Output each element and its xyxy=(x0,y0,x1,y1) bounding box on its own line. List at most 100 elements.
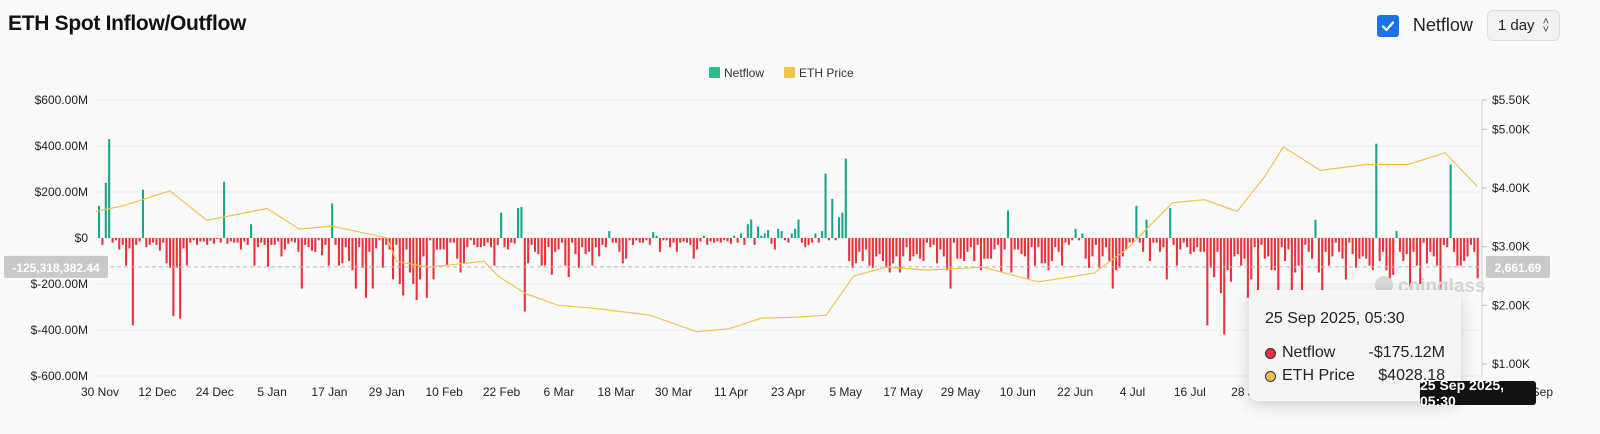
x-tick-label: 5 Jan xyxy=(257,385,286,399)
netflow-bar xyxy=(1294,238,1297,273)
netflow-bar xyxy=(1284,238,1287,261)
x-tick-label: 10 Feb xyxy=(425,385,463,399)
netflow-bar xyxy=(1047,238,1050,271)
netflow-bar xyxy=(604,238,607,248)
netflow-bar xyxy=(1091,238,1094,257)
netflow-bar xyxy=(1321,238,1324,303)
netflow-bar xyxy=(1152,238,1155,243)
netflow-bar xyxy=(1226,238,1229,271)
netflow-bar xyxy=(1368,238,1371,266)
netflow-bar xyxy=(1392,238,1395,275)
netflow-bar xyxy=(1473,238,1476,252)
netflow-bar xyxy=(1135,205,1138,238)
netflow-bar xyxy=(1148,238,1151,261)
netflow-bar xyxy=(361,238,364,268)
netflow-bar xyxy=(598,238,601,257)
netflow-bar xyxy=(986,238,989,259)
netflow-bar xyxy=(283,238,286,250)
netflow-bar xyxy=(919,238,922,259)
netflow-bar xyxy=(716,238,719,242)
netflow-bar xyxy=(1159,238,1162,252)
netflow-bar xyxy=(685,238,689,243)
netflow-bar xyxy=(435,238,438,250)
netflow-bar xyxy=(1385,238,1388,271)
netflow-bar xyxy=(800,238,803,243)
netflow-bar xyxy=(125,238,128,266)
netflow-bar xyxy=(1033,238,1037,266)
netflow-bar xyxy=(533,238,536,252)
netflow-bar xyxy=(655,235,658,238)
netflow-bar xyxy=(821,231,824,238)
netflow-bar xyxy=(662,238,665,241)
netflow-bar xyxy=(439,238,442,250)
netflow-bar xyxy=(979,238,982,271)
netflow-bar xyxy=(98,205,101,238)
netflow-bar xyxy=(587,238,591,252)
netflow-bar xyxy=(135,238,138,245)
netflow-bar xyxy=(364,238,368,298)
netflow-bar xyxy=(118,238,121,250)
x-tick-label: 16 Jul xyxy=(1174,385,1206,399)
netflow-bar xyxy=(1000,238,1003,273)
netflow-bar xyxy=(327,238,330,266)
netflow-bar xyxy=(550,238,553,275)
netflow-bar xyxy=(1020,238,1023,255)
netflow-bar xyxy=(1243,238,1246,259)
netflow-bar xyxy=(341,238,344,264)
x-tick-label: 23 Apr xyxy=(771,385,806,399)
netflow-bar xyxy=(1409,238,1412,287)
netflow-bar xyxy=(554,238,557,252)
netflow-bar xyxy=(1044,238,1047,264)
netflow-bar xyxy=(1466,238,1469,257)
netflow-bar xyxy=(1452,238,1456,252)
netflow-bar xyxy=(1388,238,1391,284)
netflow-bar xyxy=(1104,238,1108,248)
netflow-bar xyxy=(1219,238,1222,294)
netflow-bar xyxy=(1398,238,1401,252)
netflow-bar xyxy=(192,238,195,241)
netflow-toggle-label[interactable]: Netflow xyxy=(1412,15,1473,35)
netflow-bar xyxy=(1300,238,1303,298)
netflow-bar xyxy=(442,238,445,250)
netflow-bar xyxy=(1267,238,1270,257)
netflow-bar xyxy=(851,238,854,268)
netflow-bar xyxy=(594,238,597,248)
netflow-bar xyxy=(1006,210,1010,238)
netflow-bar xyxy=(878,238,881,255)
netflow-bar xyxy=(1017,238,1020,250)
netflow-bar xyxy=(1250,238,1253,280)
netflow-bar xyxy=(790,233,793,238)
netflow-bar xyxy=(1013,238,1016,250)
netflow-bar xyxy=(712,238,716,243)
netflow-bar xyxy=(827,238,830,241)
netflow-bar xyxy=(395,238,398,245)
interval-select[interactable]: 1 day ˄ ˅ xyxy=(1486,10,1560,41)
netflow-bar xyxy=(449,238,452,243)
netflow-bar xyxy=(459,238,462,273)
netflow-bar xyxy=(706,238,709,245)
netflow-bar xyxy=(101,238,104,245)
netflow-checkbox[interactable] xyxy=(1376,14,1399,37)
eth-price-line xyxy=(95,146,1478,333)
netflow-bar xyxy=(925,238,928,243)
netflow-bar xyxy=(1263,238,1266,259)
netflow-bar xyxy=(902,238,905,257)
netflow-bar xyxy=(1371,238,1374,271)
x-tick-label: 4 Jul xyxy=(1120,385,1145,399)
netflow-bar xyxy=(408,238,411,273)
netflow-bar xyxy=(537,238,540,255)
netflow-bar xyxy=(378,238,381,241)
netflow-bar xyxy=(1098,238,1101,268)
tooltip-row-value: -$175.12M xyxy=(1368,344,1446,361)
netflow-bar xyxy=(462,238,466,264)
netflow-bar xyxy=(337,238,340,266)
chart-controls: Netflow 1 day ˄ ˅ xyxy=(1376,10,1560,41)
netflow-bar xyxy=(1331,238,1334,257)
netflow-bar xyxy=(865,238,868,250)
netflow-bar xyxy=(1382,238,1385,252)
legend-swatch-netflow xyxy=(709,67,720,78)
netflow-bar xyxy=(1131,238,1135,243)
netflow-bar xyxy=(692,238,695,259)
chart-tooltip: 25 Sep 2025, 05:30 Netflow -$175.12M ETH… xyxy=(1249,290,1461,401)
netflow-bar xyxy=(250,224,253,238)
